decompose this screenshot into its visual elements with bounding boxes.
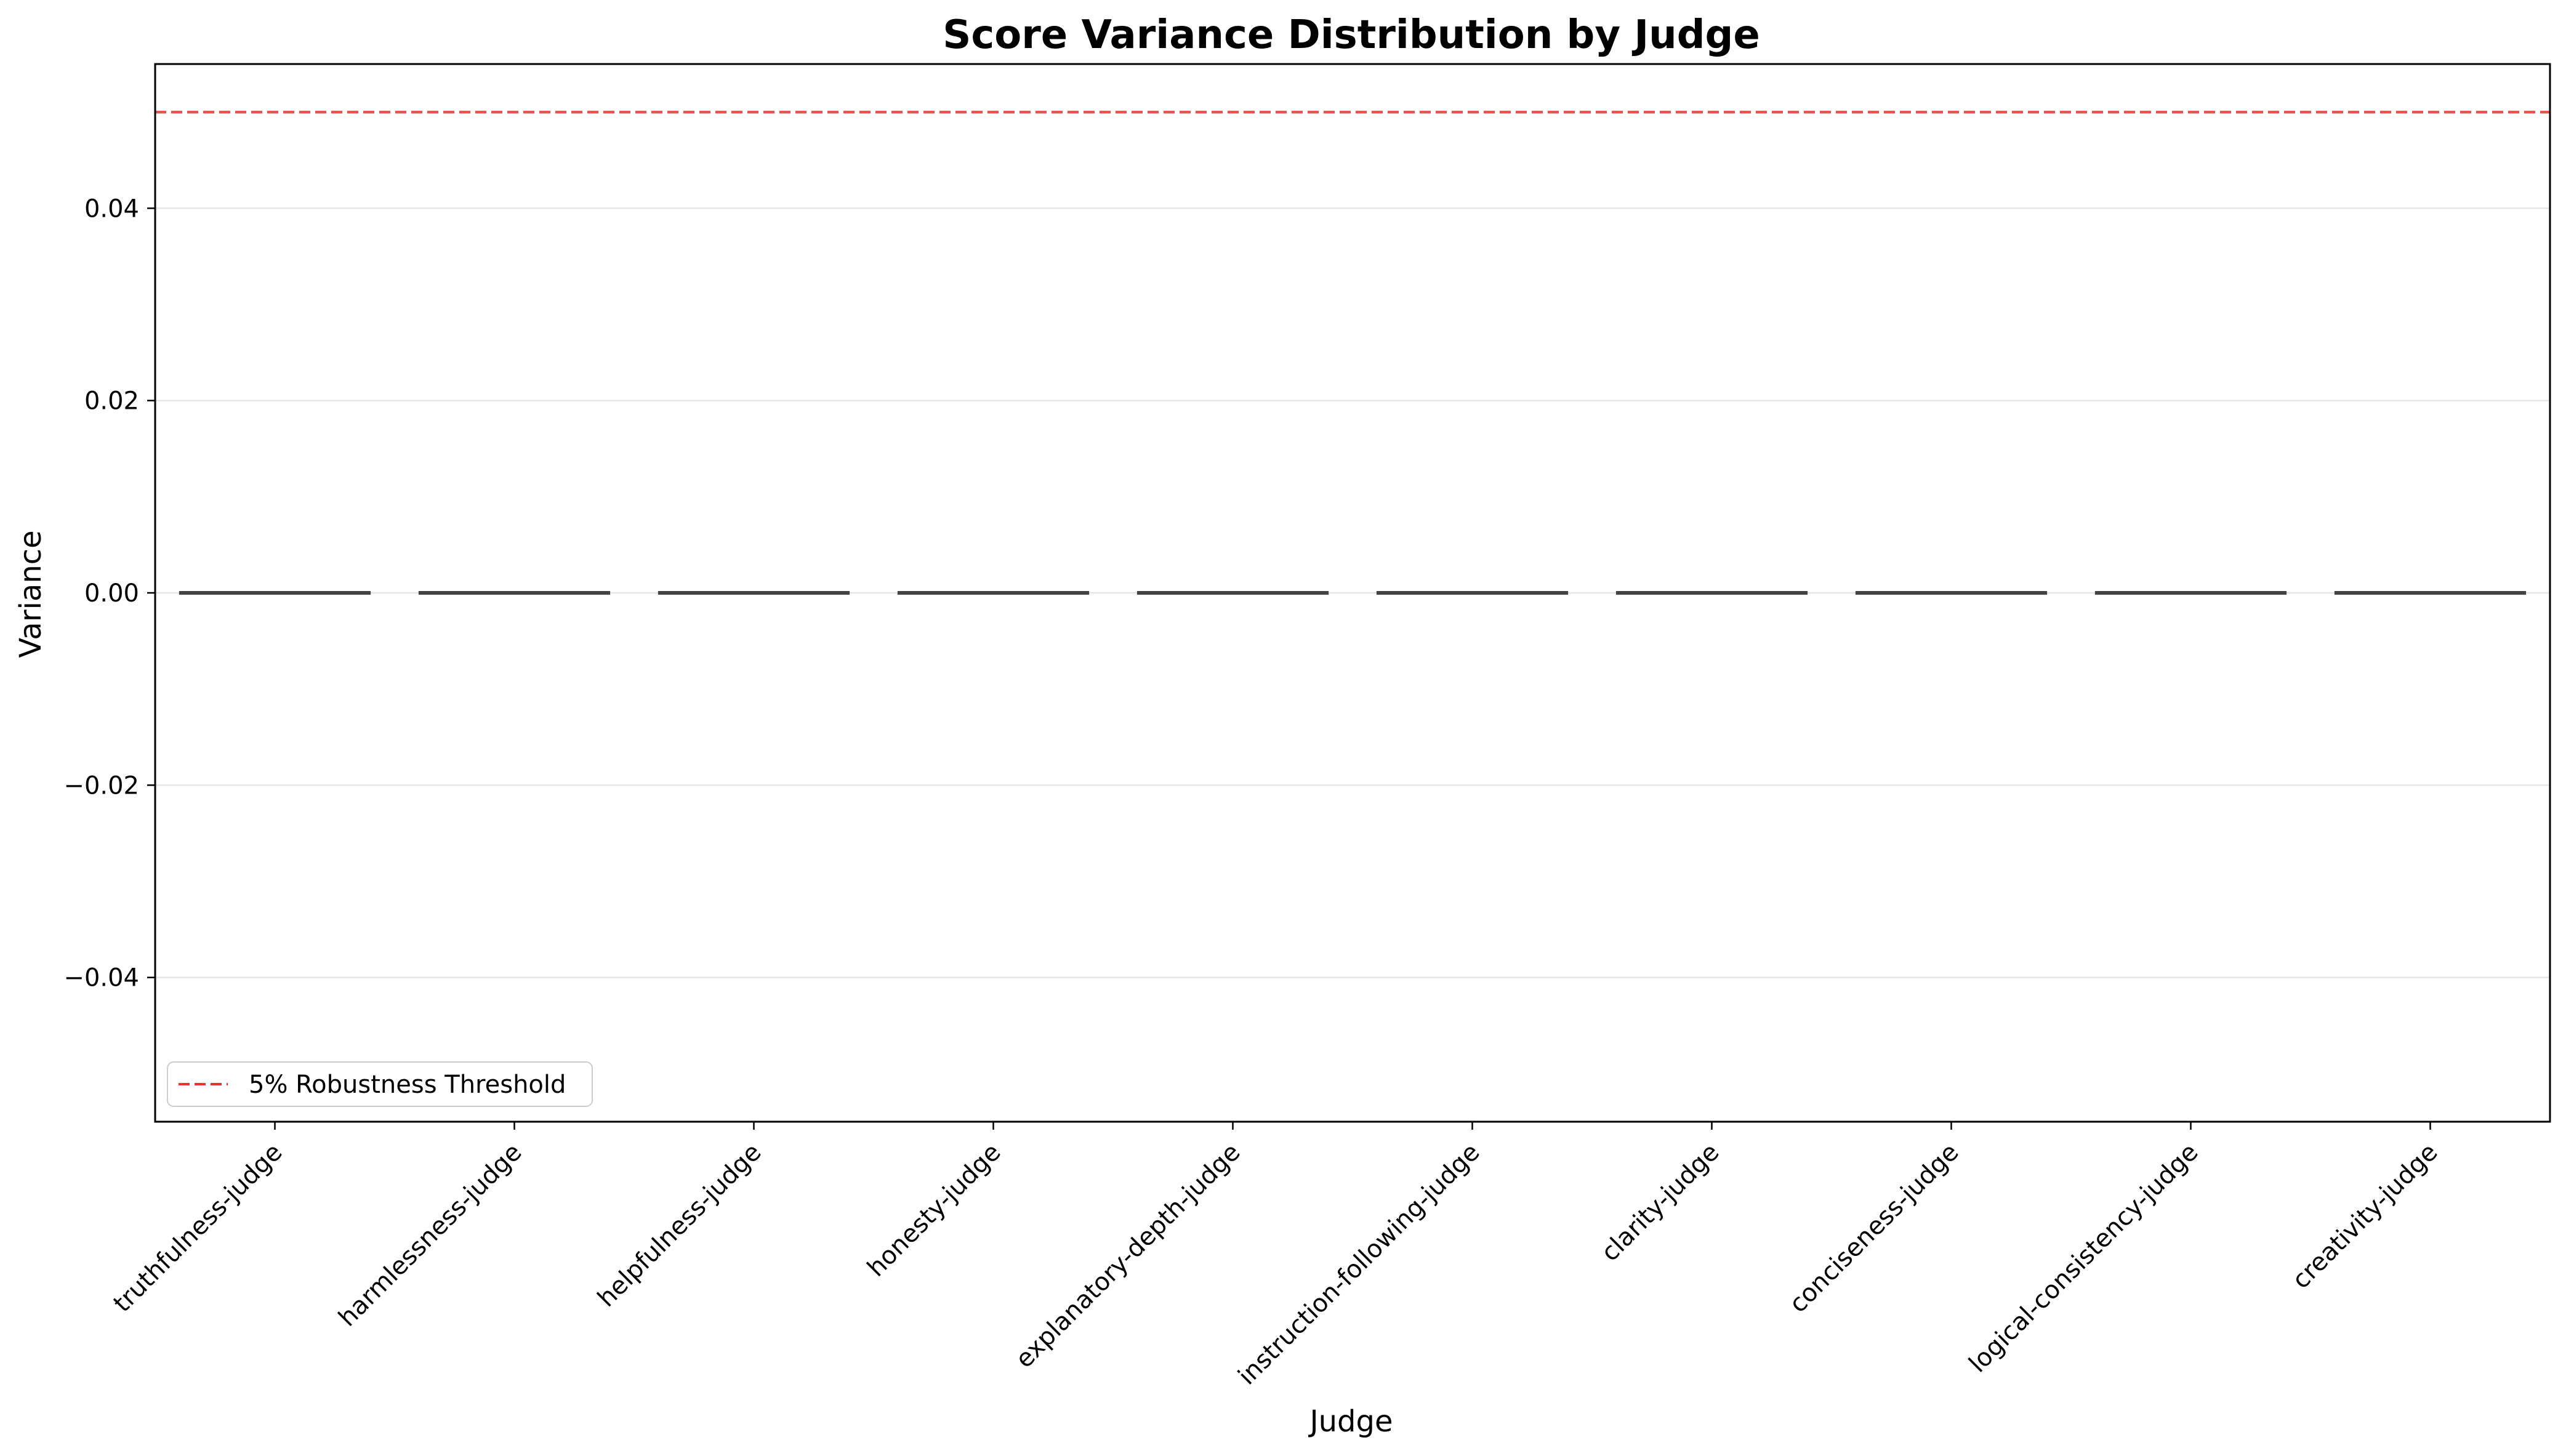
- y-tick-label: 0.04: [84, 195, 139, 223]
- chart-title: Score Variance Distribution by Judge: [943, 12, 1760, 58]
- y-axis-label: Variance: [14, 530, 48, 658]
- legend-frame: [167, 1061, 593, 1107]
- legend-threshold-label: 5% Robustness Threshold: [249, 1071, 566, 1099]
- y-tick-label: 0.00: [84, 579, 139, 608]
- x-axis-label: Judge: [1308, 1404, 1393, 1439]
- y-tick-label: −0.02: [63, 771, 139, 800]
- axes-frame: [154, 63, 2551, 1123]
- y-tick-label: −0.04: [63, 964, 139, 992]
- y-tick-label: 0.02: [84, 387, 139, 416]
- legend: 5% Robustness Threshold: [167, 1061, 593, 1107]
